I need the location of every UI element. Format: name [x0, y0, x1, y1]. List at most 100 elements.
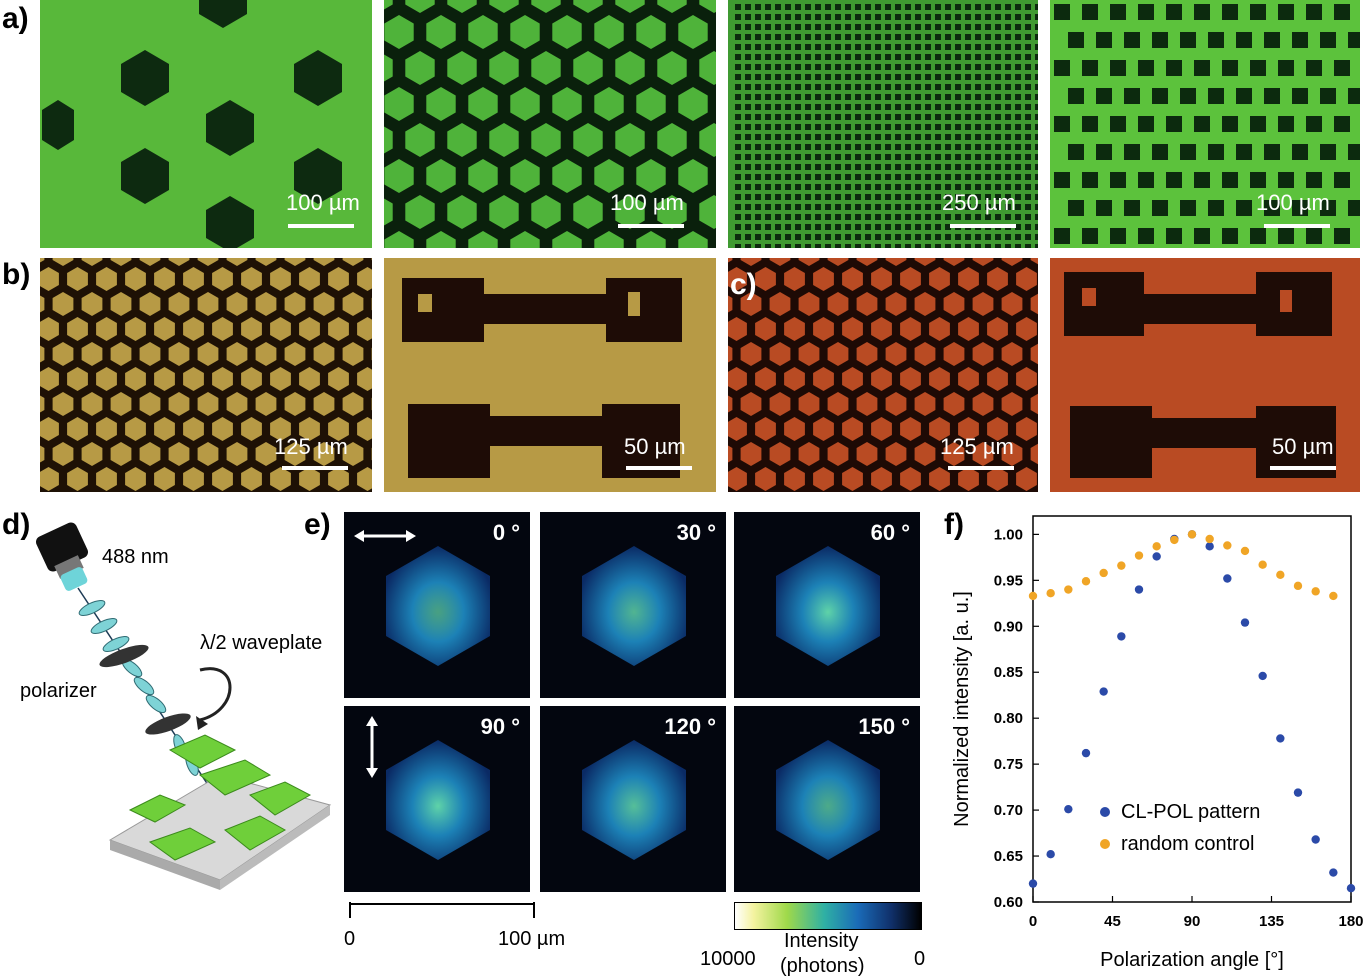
hexagon-cell [386, 546, 490, 666]
hexagon-cell [842, 467, 863, 491]
micrograph-a3: 250 µm [728, 0, 1038, 248]
hexagon-cell [972, 392, 994, 416]
objective-icon [36, 522, 88, 591]
hexagon-cell [636, 159, 666, 193]
hexagon-cell [168, 342, 190, 366]
hexagon-cell [699, 195, 716, 229]
hexagon-cell [1030, 393, 1038, 415]
hexagon-cell [52, 292, 74, 316]
hexagon-cell [270, 467, 291, 491]
hexagon-cell [183, 467, 204, 491]
panel-label-c: c) [730, 268, 757, 301]
hexagon-cell [943, 292, 965, 316]
hexagon-cell [929, 417, 950, 441]
hexagon-cell [212, 267, 233, 291]
hexagon-cell [168, 442, 190, 466]
legend-label: random control [1121, 833, 1254, 855]
data-point [1205, 542, 1214, 551]
hexagon-cell [40, 317, 59, 341]
hexagon-cell [798, 342, 820, 366]
hexagon-cell [871, 267, 892, 291]
dogbone-pattern-yellow [384, 258, 716, 492]
hexagon-cell [489, 51, 519, 85]
hexagon-cell [900, 467, 921, 491]
hexagon-array-red [728, 258, 1038, 492]
hexagon-cell [573, 51, 603, 85]
hexagon-cell [405, 0, 435, 13]
hexagon-cell [1016, 317, 1037, 341]
hexagon-cell [299, 317, 320, 341]
hexagon-cell [67, 267, 88, 291]
hexagon-cell [615, 195, 645, 229]
hexagon-cell [52, 442, 74, 466]
hexagon-cell [328, 267, 349, 291]
hexagon-cell [139, 292, 161, 316]
y-tick-label: 0.75 [994, 756, 1023, 773]
hexagon-cell [168, 292, 190, 316]
hexagon-cell [657, 0, 687, 13]
hexagon-cell [125, 467, 146, 491]
hexagon-cell [357, 467, 372, 491]
hexagon-cell [531, 51, 561, 85]
hexagon-cell [827, 292, 849, 316]
hexagon-cell [813, 267, 834, 291]
hexagon-cell [168, 392, 190, 416]
hexagon-cell [943, 258, 965, 266]
hexagon-cell [842, 417, 863, 441]
hexagon-cell [699, 123, 716, 157]
hexagon-cell [241, 417, 262, 441]
hexagon-cell [284, 258, 306, 266]
hexagon-cell [769, 258, 791, 266]
hexagon-cell [987, 467, 1008, 491]
angle-label: 60 ° [870, 520, 910, 545]
hexagon-cell [813, 417, 834, 441]
hexagon-cell [594, 159, 624, 193]
hexagon-cell [426, 159, 456, 193]
micrograph-a1: 100 µm [40, 0, 372, 248]
y-tick-label: 1.00 [994, 526, 1023, 543]
hexagon-cell [96, 267, 117, 291]
hexagon-cell [885, 392, 907, 416]
hexagon-cell [81, 258, 103, 266]
polarizer-label: polarizer [20, 680, 97, 702]
data-point [1240, 618, 1250, 627]
hexagon-cell [52, 342, 74, 366]
hexagon-cell [384, 87, 414, 121]
hexagon-cell [226, 392, 248, 416]
hexagon-cell [255, 392, 277, 416]
hexagon-cell [678, 87, 708, 121]
hexagon-cell [67, 467, 88, 491]
hexagon-cell [755, 267, 776, 291]
hexagon-cell [489, 0, 519, 13]
legend: CL-POL pattern random control [1100, 801, 1260, 855]
data-point [1293, 788, 1303, 797]
hexagon-cell [531, 195, 561, 229]
hexagon-cell [728, 258, 733, 263]
hexagon-cell [615, 123, 645, 157]
hexagon-cell [328, 417, 349, 441]
hexagon-cell [531, 123, 561, 157]
hexagon-cell [900, 367, 921, 391]
hexagon-cell [678, 231, 708, 248]
data-point [1311, 835, 1320, 844]
hexagon-cell [40, 295, 45, 313]
data-point [1170, 535, 1179, 545]
y-tick-label: 0.90 [994, 618, 1023, 635]
hexagon-cell [699, 51, 716, 85]
y-tick-label: 0.95 [994, 572, 1023, 589]
hexagon-cell [885, 342, 907, 366]
data-point [1187, 530, 1197, 539]
hexagon-cell [426, 15, 456, 49]
micrograph-b1: 125 µm [40, 258, 372, 492]
hexagon-cell [81, 292, 103, 316]
hexagon-cell [594, 87, 624, 121]
data-point [1258, 560, 1267, 569]
hexagon-cell [972, 258, 994, 266]
hexagon-cell [813, 317, 834, 341]
hexagon-cell [678, 15, 708, 49]
hexagon-cell [636, 87, 666, 121]
hexagon-cell [125, 267, 146, 291]
hexagon-cell [827, 342, 849, 366]
hexagon-cell [284, 292, 306, 316]
hexagon-cell [871, 417, 892, 441]
